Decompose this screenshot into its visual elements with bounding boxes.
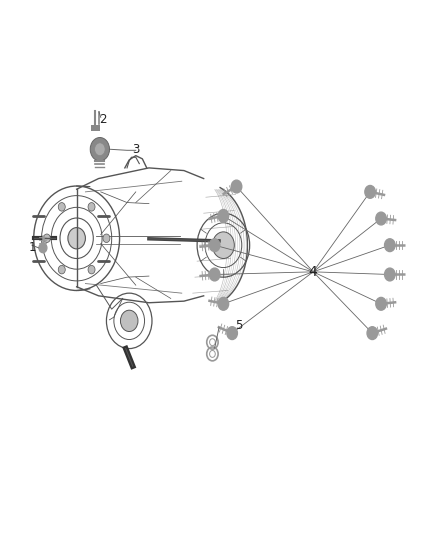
Circle shape [58, 265, 65, 274]
Text: 2: 2 [99, 114, 107, 126]
Text: 4: 4 [309, 265, 318, 279]
Circle shape [68, 228, 85, 249]
Circle shape [231, 180, 242, 193]
Text: 5: 5 [235, 319, 242, 332]
Circle shape [367, 327, 378, 340]
Circle shape [385, 239, 395, 252]
Circle shape [88, 265, 95, 274]
Circle shape [365, 185, 375, 198]
Text: 1: 1 [29, 241, 37, 254]
Circle shape [376, 297, 386, 310]
Circle shape [218, 297, 229, 310]
Circle shape [88, 203, 95, 211]
Circle shape [212, 232, 234, 259]
Circle shape [227, 327, 237, 340]
Circle shape [385, 268, 395, 281]
Circle shape [209, 239, 220, 252]
Circle shape [58, 203, 65, 211]
Circle shape [39, 243, 47, 253]
Circle shape [103, 234, 110, 243]
Text: 3: 3 [132, 143, 139, 156]
Circle shape [209, 268, 220, 281]
Circle shape [376, 212, 386, 225]
Circle shape [95, 143, 105, 156]
Circle shape [218, 209, 229, 222]
Circle shape [120, 310, 138, 332]
Circle shape [43, 234, 50, 243]
Circle shape [90, 138, 110, 161]
FancyBboxPatch shape [91, 125, 100, 131]
